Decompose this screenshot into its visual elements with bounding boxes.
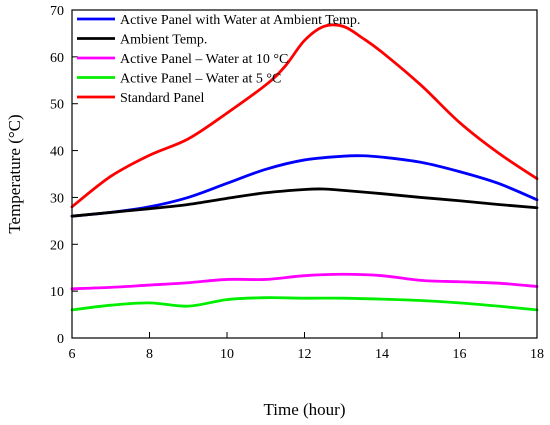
legend-label: Standard Panel <box>120 91 204 106</box>
legend: Active Panel with Water at Ambient Temp.… <box>77 13 360 106</box>
y-tick-label: 30 <box>50 191 64 206</box>
x-tick-label: 10 <box>220 347 234 362</box>
x-tick-label: 6 <box>69 347 76 362</box>
x-tick-label: 16 <box>453 347 467 362</box>
series-line-3 <box>70 272 539 291</box>
y-axis-label: Temperature (°C) <box>5 114 24 233</box>
x-tick-label: 12 <box>298 347 312 362</box>
y-tick-label: 0 <box>57 332 64 347</box>
y-tick-label: 40 <box>50 145 64 160</box>
legend-label: Ambient Temp. <box>120 33 207 48</box>
series-line-4 <box>70 296 539 312</box>
y-tick-label: 20 <box>50 238 64 253</box>
y-tick-label: 60 <box>50 51 64 66</box>
legend-label: Active Panel – Water at 5 °C <box>120 72 281 87</box>
x-tick-label: 8 <box>146 347 153 362</box>
y-tick-label: 70 <box>50 4 64 19</box>
legend-label: Active Panel with Water at Ambient Temp. <box>120 13 360 28</box>
series-line-1 <box>70 154 539 218</box>
series-line-2 <box>70 187 539 218</box>
x-tick-label: 18 <box>530 347 544 362</box>
y-tick-label: 10 <box>50 285 64 300</box>
y-tick-label: 50 <box>50 98 64 113</box>
legend-label: Active Panel – Water at 10 °C <box>120 52 288 67</box>
series-line-5 <box>70 23 539 209</box>
x-tick-label: 14 <box>375 347 389 362</box>
x-axis-label: Time (hour) <box>263 400 345 419</box>
